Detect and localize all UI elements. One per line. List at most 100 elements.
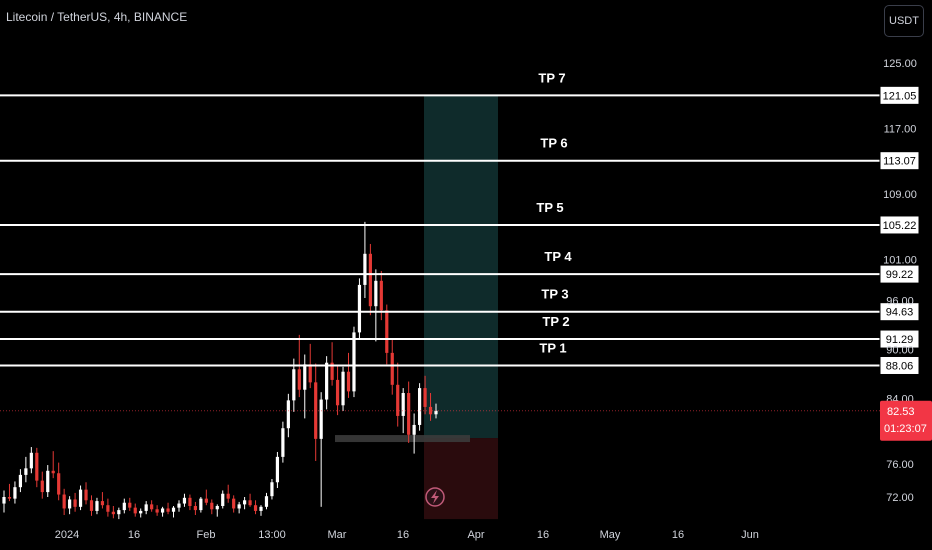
candle xyxy=(346,352,351,398)
candle xyxy=(374,269,378,342)
tp-level-label: TP 7 xyxy=(538,70,565,85)
tp-price-badge-text: 121.05 xyxy=(883,90,917,102)
time-axis[interactable]: 2024 16 Feb 13:00 Mar 16 Apr 16 May 16 Jun xyxy=(55,529,759,541)
tp-level-label: TP 6 xyxy=(540,136,567,151)
candle xyxy=(390,338,394,395)
lightning-icon[interactable] xyxy=(425,487,445,507)
x-tick-label: May xyxy=(600,529,621,541)
tp-price-badge-text: 113.07 xyxy=(883,156,916,168)
candle xyxy=(412,413,416,454)
entry-range-bar xyxy=(335,435,470,443)
tp-price-badge xyxy=(879,329,920,349)
candle xyxy=(204,489,208,506)
symbol-title: Litecoin / TetherUS, 4h, BINANCE xyxy=(6,10,188,24)
tp-price-badge xyxy=(879,151,920,171)
candle xyxy=(2,490,6,513)
tp-price-badge-text: 99.22 xyxy=(886,269,914,281)
y-tick-label: 109.00 xyxy=(883,189,917,201)
candle xyxy=(46,465,50,497)
candle xyxy=(84,482,88,505)
countdown-text: 01:23:07 xyxy=(884,423,927,435)
candle xyxy=(248,493,252,507)
candle xyxy=(335,365,340,416)
candle xyxy=(160,506,165,517)
tp-price-badge-text: 88.06 xyxy=(886,360,914,372)
candle xyxy=(122,498,126,514)
candle xyxy=(243,497,247,510)
profit-zone[interactable] xyxy=(424,95,498,439)
tp-price-badge-text: 94.63 xyxy=(886,307,914,319)
current-price-text: 82.53 xyxy=(887,406,915,418)
tp-level-label: TP 1 xyxy=(539,340,566,355)
candle xyxy=(73,492,77,512)
candle xyxy=(57,462,61,501)
candle xyxy=(13,481,17,504)
candle xyxy=(40,471,44,499)
candle xyxy=(226,484,230,503)
candle xyxy=(68,496,72,515)
current-price-badge: 82.53 01:23:07 xyxy=(0,400,932,441)
candle xyxy=(368,243,372,316)
candle xyxy=(62,488,66,516)
candle xyxy=(319,392,323,507)
candle xyxy=(188,494,192,511)
candle xyxy=(264,492,269,510)
candle xyxy=(281,421,285,463)
tp-level-label: TP 3 xyxy=(541,287,568,302)
candle xyxy=(396,362,400,427)
candle xyxy=(18,469,23,493)
y-tick-label: 90.00 xyxy=(886,345,914,357)
candle xyxy=(111,506,115,519)
currency-button[interactable]: USDT xyxy=(884,5,924,37)
candle xyxy=(423,375,427,415)
candle xyxy=(314,363,318,461)
candle xyxy=(363,221,367,299)
tp-levels-layer: TP 7 121.05 TP 6 113.07 TP 5 105.22 TP 4 99.22 T… xyxy=(0,70,920,375)
candle xyxy=(166,502,170,515)
x-tick-label: Jun xyxy=(741,529,759,541)
candle xyxy=(330,342,334,386)
candle xyxy=(221,490,225,509)
candle xyxy=(24,456,28,483)
y-tick-label: 117.00 xyxy=(884,124,917,136)
candle xyxy=(78,485,83,511)
candle xyxy=(7,483,12,502)
candle xyxy=(237,501,241,514)
price-axis[interactable]: 125.00117.00109.00101.0096.0090.0084.007… xyxy=(883,58,917,504)
candle xyxy=(193,501,197,516)
candle xyxy=(232,495,236,513)
candle xyxy=(51,451,55,479)
candle xyxy=(292,358,296,412)
x-tick-label: 16 xyxy=(397,529,409,541)
candle xyxy=(275,451,280,488)
candle xyxy=(171,506,176,518)
candles-layer xyxy=(2,221,438,520)
chart-annotations xyxy=(425,487,445,507)
tp-price-badge-text: 105.22 xyxy=(883,220,917,232)
y-tick-label: 101.00 xyxy=(883,255,917,267)
x-tick-label: 16 xyxy=(537,529,549,541)
x-tick-label: 2024 xyxy=(55,529,79,541)
candle xyxy=(286,393,290,438)
candle xyxy=(155,505,159,516)
price-badge-box xyxy=(880,400,932,441)
candle xyxy=(199,497,203,513)
tp-price-badge xyxy=(879,215,920,235)
candle xyxy=(133,503,137,517)
candle xyxy=(182,493,187,507)
candle xyxy=(259,505,263,516)
candle xyxy=(117,507,121,520)
loss-zone[interactable] xyxy=(424,438,498,520)
candle xyxy=(379,270,383,321)
candle xyxy=(341,366,345,412)
candle xyxy=(139,508,143,518)
candle xyxy=(385,304,389,365)
candle xyxy=(434,403,438,419)
candle xyxy=(144,501,148,515)
candle xyxy=(106,498,110,517)
position-tool-zones[interactable] xyxy=(335,95,498,520)
tp-price-badge xyxy=(879,302,920,322)
tp-price-badge-text: 91.29 xyxy=(886,334,914,346)
x-tick-label: 13:00 xyxy=(258,529,286,541)
